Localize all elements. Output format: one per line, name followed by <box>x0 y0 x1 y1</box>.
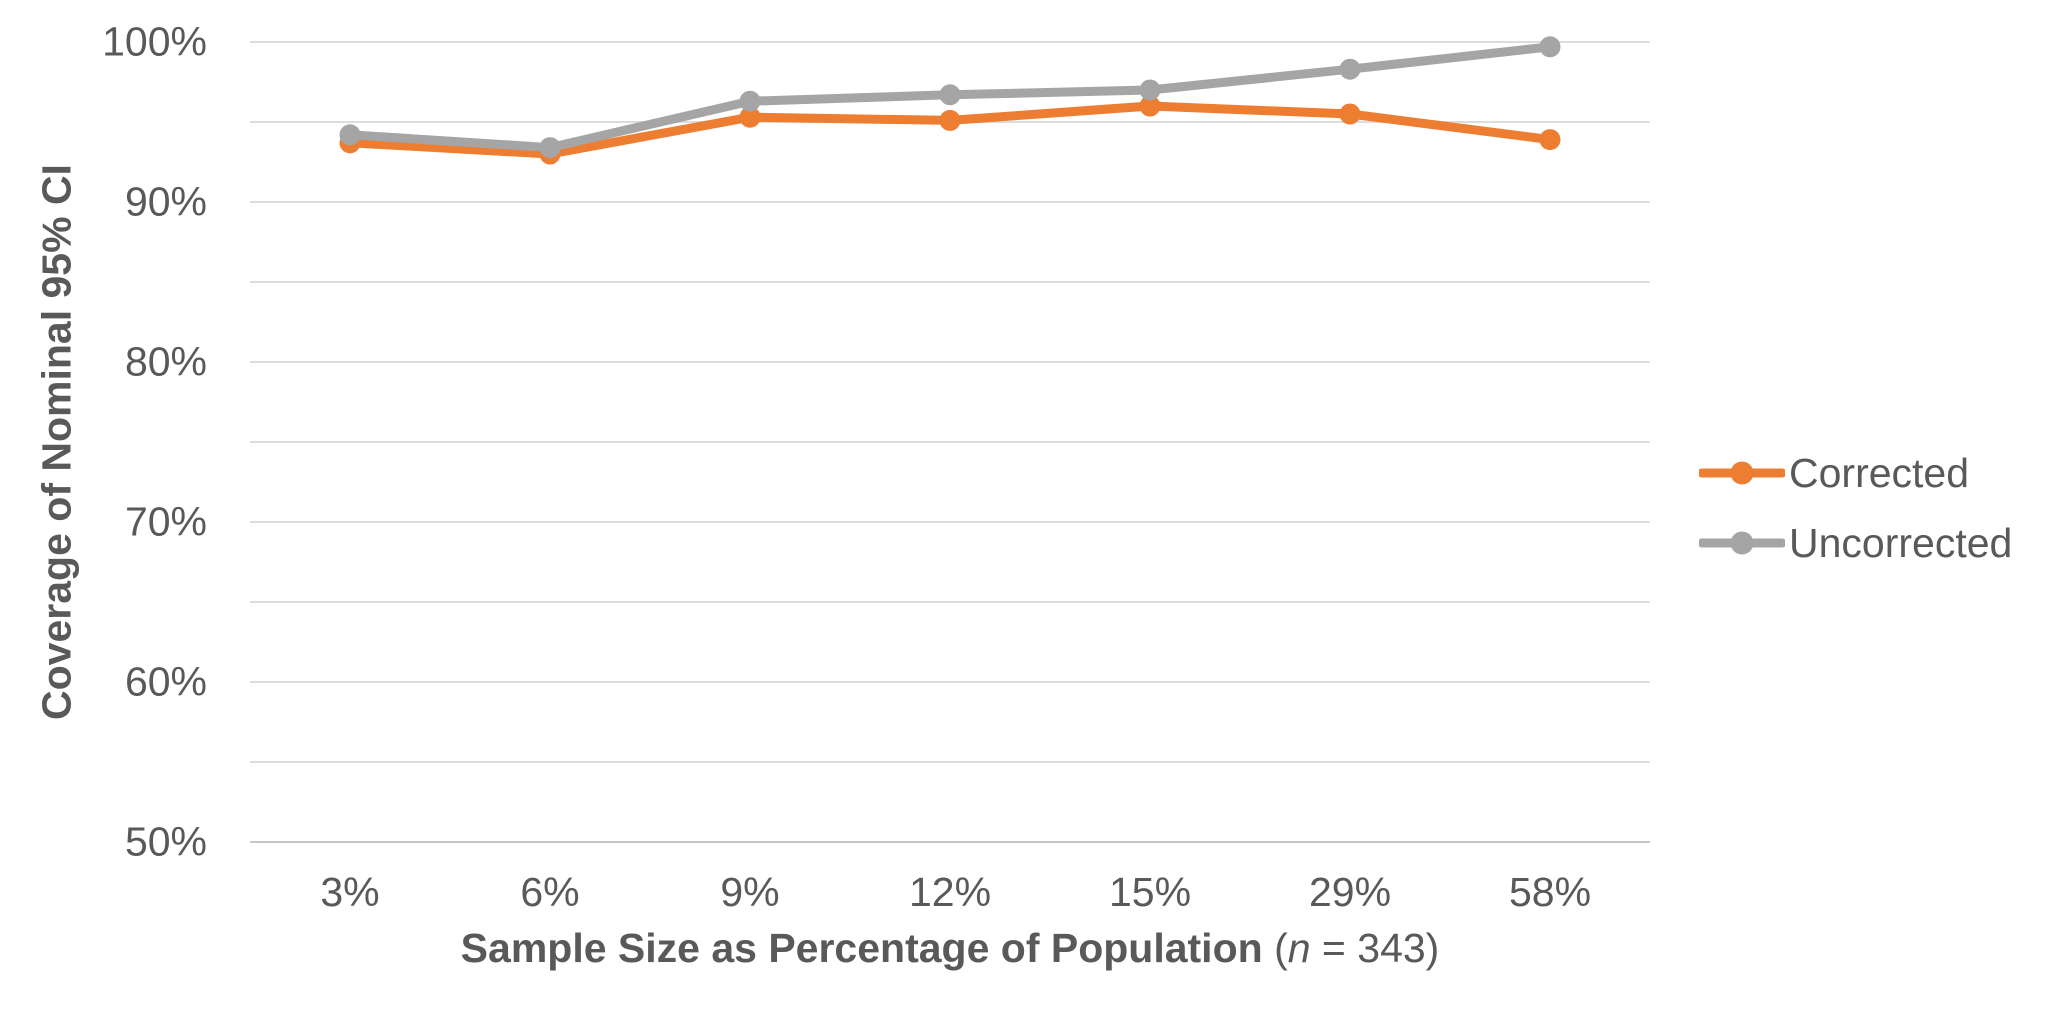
legend-label-uncorrected: Uncorrected <box>1789 519 2013 566</box>
y-axis-tick-labels: 100% 90% 80% 70% 60% 50% <box>0 0 207 1016</box>
x-axis-title-main: Sample Size as Percentage of Population <box>460 925 1263 971</box>
y-tick-label: 100% <box>102 18 207 65</box>
legend-label-corrected: Corrected <box>1789 449 1970 496</box>
legend-item-uncorrected: Uncorrected <box>1699 520 2012 566</box>
y-tick-label: 80% <box>124 338 207 385</box>
x-axis-title-paren-open: ( <box>1262 925 1288 971</box>
x-axis-title: Sample Size as Percentage of Population … <box>461 925 1440 972</box>
x-tick-label: 12% <box>908 869 992 915</box>
x-tick-label: 9% <box>720 869 780 915</box>
uncorrected-line-marker-icon <box>1699 531 1785 555</box>
y-tick-label: 50% <box>124 818 207 865</box>
x-tick-label: 3% <box>320 869 380 915</box>
y-tick-label: 70% <box>124 498 207 545</box>
x-axis-title-n-symbol: n <box>1287 925 1311 971</box>
corrected-line-marker-icon <box>1699 461 1785 485</box>
x-axis-title-paren-close: = 343) <box>1310 925 1440 971</box>
x-tick-label: 15% <box>1108 869 1192 915</box>
legend: Corrected Uncorrected <box>1699 450 2012 566</box>
x-tick-label: 29% <box>1308 869 1392 915</box>
y-tick-label: 90% <box>124 178 207 225</box>
x-tick-label: 6% <box>520 869 580 915</box>
y-tick-label: 60% <box>124 658 207 705</box>
legend-item-corrected: Corrected <box>1699 450 2012 496</box>
x-tick-label: 58% <box>1508 869 1592 915</box>
